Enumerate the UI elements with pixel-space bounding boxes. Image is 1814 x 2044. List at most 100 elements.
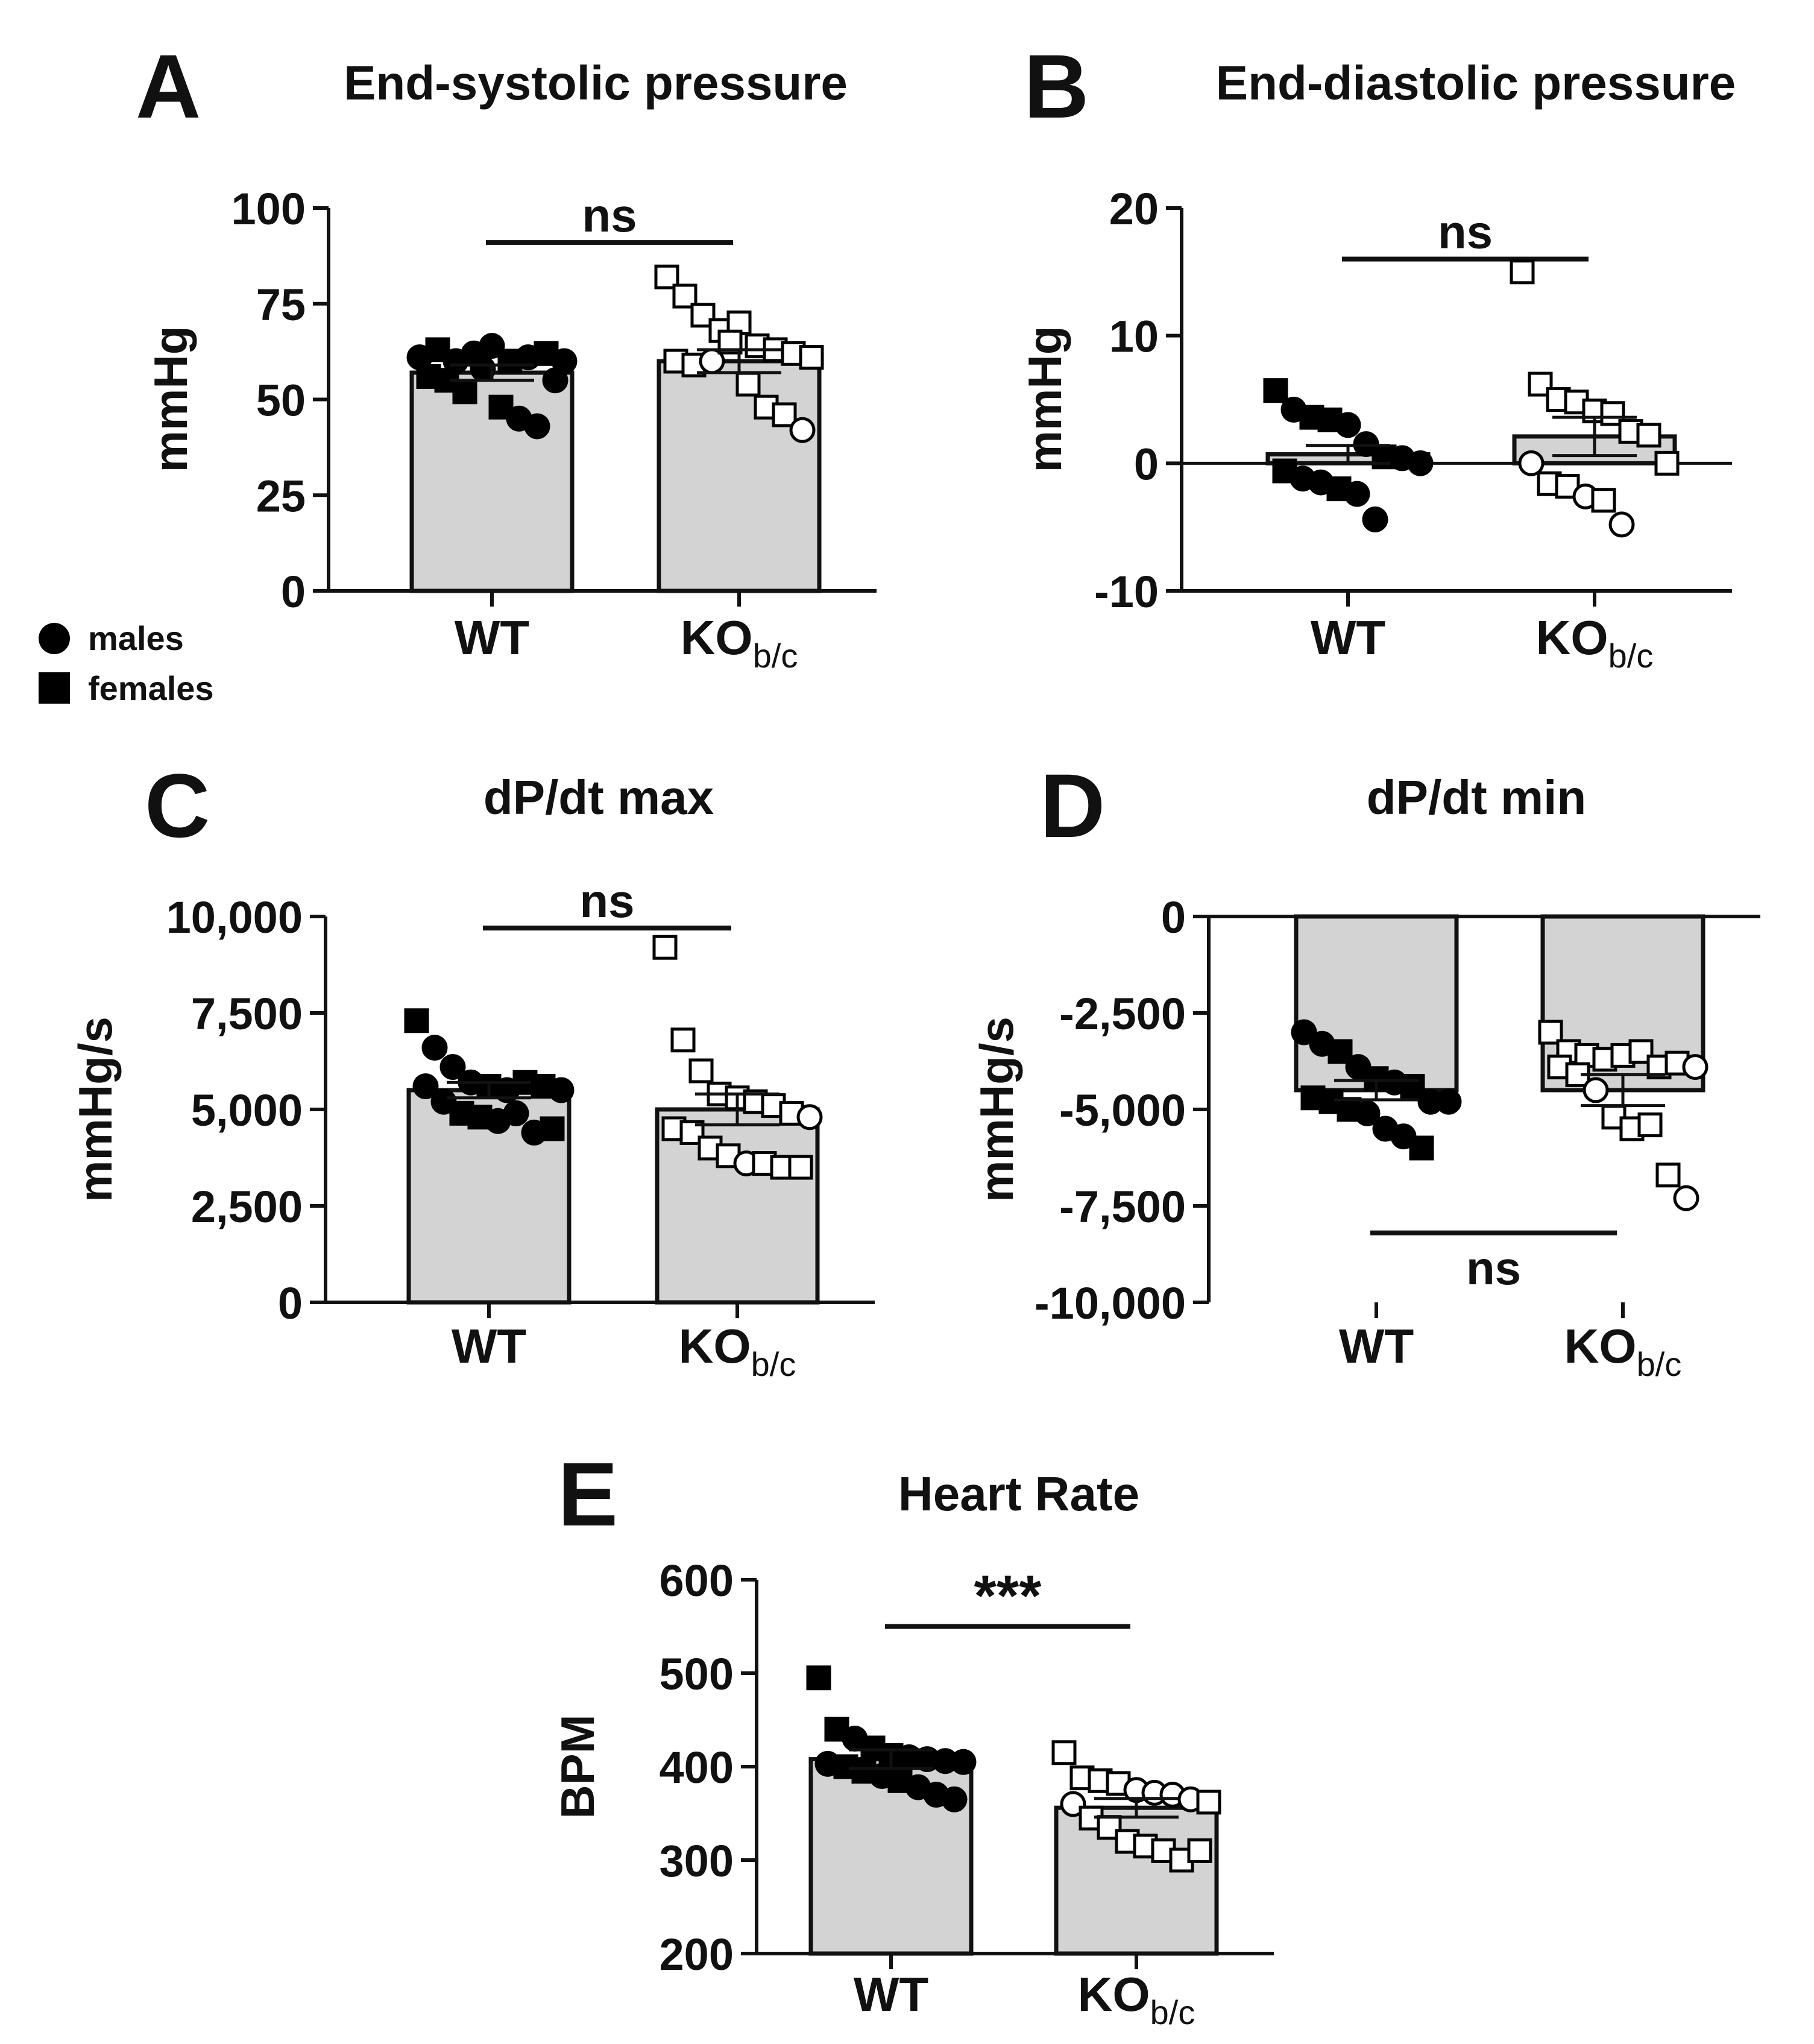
y-axis-label: mmHg/s [69, 1017, 122, 1202]
data-point-male [1435, 1088, 1462, 1115]
data-point-female [452, 379, 477, 405]
data-point-male [1608, 511, 1635, 538]
data-point-female [1272, 458, 1297, 484]
y-tick-label: 600 [660, 1556, 734, 1606]
category-name: KO [679, 1319, 751, 1373]
chart-title: Heart Rate [898, 1467, 1139, 1521]
data-point-male [542, 367, 568, 394]
y-tick-label: 0 [281, 567, 306, 617]
category-name: WT [1311, 611, 1386, 664]
significance-label: *** [974, 1564, 1042, 1629]
data-point-male [439, 1054, 466, 1080]
category-subscript: b/c [1150, 1993, 1195, 2031]
legend-females-label: females [88, 669, 214, 707]
data-point-female [679, 1120, 705, 1145]
data-point-female [404, 1008, 429, 1033]
data-point-female [735, 371, 761, 397]
y-tick-label: -10,000 [1035, 1278, 1186, 1328]
y-tick-label: 0 [1161, 892, 1186, 942]
data-point-female [1628, 1039, 1654, 1064]
x-tick-label-ko: KOb/c [681, 611, 798, 675]
y-tick-label: 100 [231, 184, 306, 234]
category-name: WT [1339, 1319, 1414, 1373]
bar-wt [1294, 914, 1459, 1093]
category-subscript: b/c [753, 637, 798, 675]
category-subscript: b/c [1637, 1345, 1682, 1383]
y-tick-label: 0 [1134, 439, 1159, 489]
legend-males-label: males [88, 619, 184, 657]
y-tick-label: 7,500 [191, 989, 303, 1039]
x-tick-label-wt: WT [452, 1319, 527, 1373]
data-point-male [1518, 450, 1545, 476]
data-point-female [1327, 1039, 1353, 1064]
data-point-male [524, 413, 550, 440]
panel-letter: A [136, 36, 201, 137]
data-point-female [1400, 1074, 1425, 1099]
data-point-female [1637, 1112, 1663, 1138]
data-point-female [688, 1058, 714, 1084]
y-tick-label: 10,000 [166, 892, 303, 942]
y-axis-label: mmHg/s [970, 1017, 1023, 1202]
y-tick-label: 20 [1109, 184, 1159, 234]
data-point-female [1636, 423, 1661, 448]
panel-e: E Heart Rate BPM 200 300 400 500 600 WT KOb/c *** [551, 1443, 1274, 2031]
data-point-male [421, 1035, 448, 1061]
x-tick-label-wt: WT [1339, 1319, 1414, 1373]
data-point-male [1335, 412, 1361, 438]
x-tick-label-ko: KOb/c [1536, 611, 1654, 675]
y-tick-label: 0 [278, 1278, 303, 1328]
data-point-female [670, 1027, 696, 1053]
data-point-male [1362, 506, 1388, 532]
data-point-male [1344, 481, 1370, 507]
legend-male-symbol [39, 623, 70, 654]
data-point-female [1409, 1135, 1434, 1161]
data-point-male [1354, 1100, 1381, 1126]
y-axis-label: BPM [551, 1714, 604, 1818]
category-name: KO [1564, 1319, 1637, 1373]
category-subscript: b/c [1608, 637, 1654, 675]
data-point-female [788, 1155, 813, 1180]
y-tick-label: 300 [660, 1836, 734, 1886]
significance-label: ns [579, 874, 634, 927]
y-tick-label: 75 [256, 280, 306, 330]
y-axis-label: mmHg [1018, 326, 1071, 473]
data-point-female [1654, 450, 1680, 476]
data-point-female [1263, 378, 1288, 403]
y-tick-label: 50 [256, 376, 306, 426]
data-point-female [1051, 1740, 1077, 1765]
legend-female-symbol [39, 672, 70, 704]
data-point-female [1655, 1162, 1681, 1188]
data-point-male [1407, 450, 1434, 476]
data-point-male [1291, 1019, 1317, 1046]
significance-label: ns [1438, 206, 1493, 259]
category-subscript: b/c [751, 1345, 796, 1383]
chart-title: End-systolic pressure [344, 56, 848, 110]
y-tick-label: 5,000 [191, 1085, 303, 1135]
data-point-female [540, 1116, 565, 1141]
chart-title: dP/dt min [1367, 771, 1586, 824]
bar-ko [657, 359, 822, 593]
data-point-male [412, 1073, 439, 1100]
data-point-male [1673, 1185, 1699, 1211]
x-tick-label-wt: WT [854, 1967, 929, 2021]
data-point-male [1682, 1054, 1708, 1080]
category-name: WT [854, 1967, 929, 2021]
chart-title: dP/dt max [483, 771, 714, 824]
y-tick-label: 25 [256, 471, 306, 521]
y-tick-label: -5,000 [1059, 1085, 1186, 1135]
data-point-male [1583, 1077, 1609, 1103]
y-tick-label: 200 [660, 1929, 734, 1979]
data-point-male [941, 1786, 968, 1812]
data-point-female [1510, 259, 1535, 285]
data-point-male [789, 417, 816, 443]
panel-a: A End-systolic pressure mmHg 0 25 50 75 100 WT KO… [136, 36, 877, 675]
data-point-female [1591, 488, 1616, 513]
panel-b: B End-diastolic pressure mmHg -10 0 10 20 WT KOb… [1018, 36, 1736, 675]
legend: males females [39, 619, 214, 707]
y-tick-label: 500 [660, 1649, 734, 1699]
panel-letter: B [1024, 36, 1089, 137]
category-name: KO [1078, 1967, 1150, 2021]
